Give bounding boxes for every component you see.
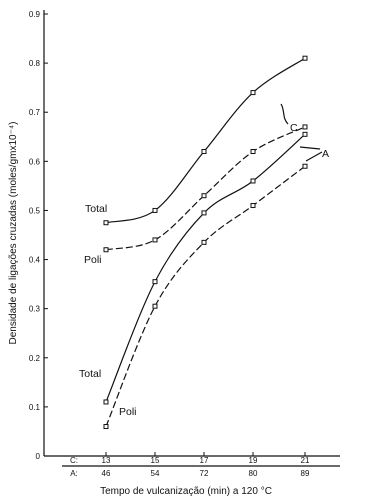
series-c-total-point: [201, 149, 207, 155]
series-c-poli-point: [201, 193, 207, 199]
series-c-total-point: [152, 207, 158, 213]
x-tick-label-a: 89: [301, 469, 310, 478]
y-axis-title: Densidade de ligações cruzadas (moles/gm…: [8, 121, 19, 344]
leader-a-bottom: [305, 151, 323, 162]
axes: [43, 10, 340, 467]
y-tick-label: 0: [36, 452, 41, 461]
leader-a-top: [299, 146, 321, 150]
series-c-poli-point: [250, 149, 256, 155]
label-group-c: C: [290, 122, 298, 134]
y-tick-label: 0.8: [29, 59, 41, 68]
x-tick-label-c: 13: [102, 456, 111, 465]
x-axis-title: Tempo de vulcanização (min) a 120 °C: [100, 486, 272, 497]
series-c-poli-point: [103, 247, 109, 253]
series-c-total-point: [250, 90, 256, 96]
x-tick-label-a: 72: [200, 469, 209, 478]
y-tick-label: 0.4: [29, 256, 41, 265]
series-layer: [103, 55, 308, 430]
series-a-poli-point: [103, 424, 109, 430]
y-tick-label: 0.1: [29, 403, 41, 412]
series-a-poli-point: [152, 303, 158, 309]
x-ticks: C: 13 15 17 19 21 A: 46 54 72 80 89: [70, 452, 310, 478]
x-tick-label-c: 15: [151, 456, 160, 465]
x-axis-name-a: A:: [70, 469, 78, 478]
x-tick-label-a: 80: [249, 469, 258, 478]
series-a-poli-point: [201, 239, 207, 245]
x-tick-label-a: 46: [102, 469, 111, 478]
y-tick-label: 0.9: [29, 10, 41, 19]
label-a-total: Total: [79, 368, 101, 380]
series-c-poli-point: [302, 124, 308, 130]
y-tick-label: 0.2: [29, 354, 41, 363]
series-c-total-point: [302, 55, 308, 61]
y-ticks: 0 0.1 0.2 0.3 0.4 0.5 0.6 0.7 0.8 0.9: [29, 10, 48, 461]
series-a-total-line: [105, 133, 306, 403]
series-a-total-point: [103, 399, 109, 405]
label-c-total: Total: [85, 203, 107, 215]
label-group-a: A: [322, 148, 329, 160]
series-a-poli-line: [105, 165, 306, 427]
leader-lines: [280, 103, 323, 162]
label-c-poli: Poli: [84, 254, 102, 266]
series-c-total-point: [103, 220, 109, 226]
series-a-poli-point: [302, 163, 308, 169]
series-a-total-point: [152, 279, 158, 285]
leader-c: [280, 103, 289, 125]
series-a-total-point: [201, 210, 207, 216]
label-a-poli: Poli: [119, 406, 137, 418]
y-tick-label: 0.3: [29, 305, 41, 314]
x-tick-label-c: 17: [200, 456, 209, 465]
y-tick-label: 0.6: [29, 157, 41, 166]
x-tick-label-a: 54: [151, 469, 160, 478]
y-tick-label: 0.5: [29, 206, 41, 215]
y-tick-label: 0.7: [29, 108, 41, 117]
x-tick-label-c: 21: [301, 456, 310, 465]
series-a-total-point: [250, 178, 256, 184]
series-c-poli-point: [152, 237, 158, 243]
series-a-poli-point: [250, 203, 256, 209]
x-axis-name-c: C:: [70, 456, 78, 465]
series-a-total-point: [302, 131, 308, 137]
x-tick-label-c: 19: [249, 456, 258, 465]
